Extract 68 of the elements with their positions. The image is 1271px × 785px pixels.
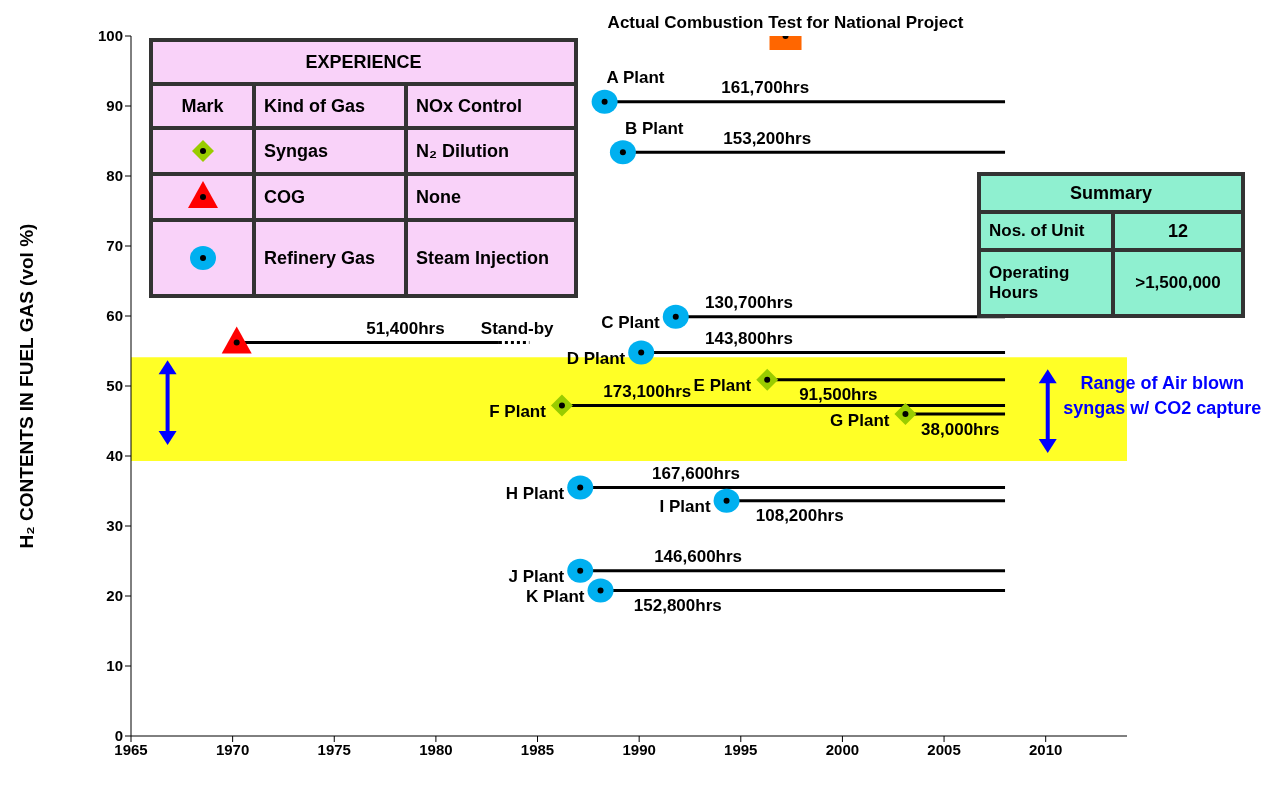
series-label: F Plant: [489, 402, 547, 422]
y-tick-label: 50: [106, 377, 123, 395]
y-tick-label: 70: [106, 237, 123, 255]
y-tick-label: 100: [97, 27, 123, 45]
annotation: Nos. of Unit: [979, 212, 1113, 250]
series-label: H Plant: [505, 484, 565, 503]
point: [567, 558, 594, 583]
annotation: 161,700hrs: [721, 78, 810, 98]
annotation: 152,800hrs: [633, 595, 722, 615]
point: [567, 475, 594, 500]
annotation: 51,400hrs: [366, 319, 445, 339]
series-label: I Plant: [659, 497, 711, 517]
annotation: 38,000hrs: [921, 419, 1000, 439]
annotation: 167,600hrs: [652, 464, 741, 483]
point: [662, 304, 689, 329]
text: >1,500,000: [1113, 250, 1243, 316]
point: [587, 578, 614, 603]
point: [628, 340, 655, 365]
x-tick-label: 2000: [825, 740, 860, 758]
annotation: Mark: [151, 84, 254, 128]
series-label: C Plant: [601, 313, 661, 333]
text: EXPERIENCE: [151, 40, 576, 84]
annotation: Refinery Gas: [254, 220, 406, 296]
annotation: Syngas: [254, 128, 406, 174]
annotation: N₂ Dilution: [406, 128, 576, 174]
annotation: NOx Control: [406, 84, 576, 128]
y-tick-label: 20: [106, 587, 123, 605]
annotation: 173,100hrs: [603, 382, 692, 402]
annotation: None: [406, 174, 576, 220]
annotation: 143,800hrs: [704, 328, 793, 348]
y-tick-label: 60: [106, 307, 123, 325]
annotation: 153,200hrs: [723, 128, 812, 148]
series-label: G Plant: [829, 410, 890, 430]
point: [591, 89, 618, 114]
point: [233, 339, 240, 346]
y-tick-label: 40: [106, 447, 123, 465]
series-label: E Plant: [693, 376, 752, 396]
x-tick-label: 1975: [317, 740, 351, 758]
annotation: Actual Combustion Test for National Project: [607, 12, 964, 32]
series-label: B Plant: [624, 118, 684, 138]
annotation: Steam Injection: [406, 220, 576, 296]
y-tick-label: 10: [106, 657, 123, 675]
annotation: 146,600hrs: [654, 547, 743, 567]
point: [713, 488, 740, 513]
x-tick-label: 1985: [520, 740, 555, 758]
point: [609, 140, 636, 165]
x-tick-label: 2010: [1029, 740, 1063, 758]
series-label: A Plant: [606, 68, 665, 88]
x-tick-label: 1970: [215, 740, 250, 758]
series-label: J Plant: [508, 567, 565, 587]
x-tick-label: 1980: [419, 740, 453, 758]
annotation: COG: [254, 174, 406, 220]
y-tick-label: 90: [106, 97, 123, 115]
y-axis-title: H₂ CONTENTS IN FUEL GAS (vol %): [15, 223, 37, 549]
text: 12: [1113, 212, 1243, 250]
y-tick-label: 80: [106, 167, 123, 185]
x-tick-label: 2005: [927, 740, 961, 758]
x-tick-label: 1990: [622, 740, 656, 758]
series-label: K Plant: [525, 586, 585, 606]
annotation: Stand-by: [480, 319, 555, 339]
x-tick-label: 1995: [724, 740, 758, 758]
annotation: Operating Hours: [979, 250, 1113, 316]
y-tick-label: 30: [106, 517, 123, 535]
annotation: 130,700hrs: [704, 293, 793, 313]
annotation: 108,200hrs: [755, 506, 844, 526]
annotation: 91,500hrs: [799, 385, 878, 405]
annotation: Kind of Gas: [254, 84, 406, 128]
text: Summary: [979, 174, 1243, 212]
